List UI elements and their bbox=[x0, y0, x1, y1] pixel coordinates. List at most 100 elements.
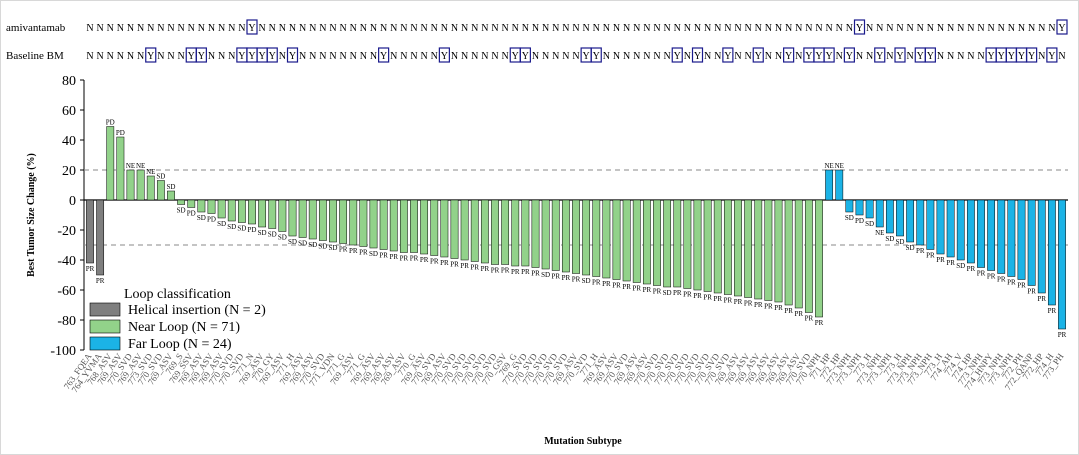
baseline-bm-flag: Y bbox=[896, 51, 903, 62]
track-label-baseline-bm: Baseline BM bbox=[6, 50, 64, 62]
bar-far bbox=[997, 199, 1006, 274]
amivantamab-flag: N bbox=[157, 23, 164, 34]
amivantamab-flag: N bbox=[593, 23, 600, 34]
baseline-bm-flag: Y bbox=[289, 51, 296, 62]
baseline-bm-flag: Y bbox=[846, 51, 853, 62]
bar-near bbox=[440, 199, 449, 258]
baseline-bm-flag: N bbox=[836, 51, 843, 62]
response-label: SD bbox=[865, 220, 874, 228]
bar-near bbox=[470, 199, 479, 262]
amivantamab-flag: N bbox=[1048, 23, 1055, 34]
response-label: SD bbox=[227, 223, 236, 231]
amivantamab-flag: N bbox=[329, 23, 336, 34]
response-label: PR bbox=[379, 252, 388, 260]
amivantamab-flag: N bbox=[653, 23, 660, 34]
bar-helical bbox=[86, 199, 94, 264]
response-label: SD bbox=[906, 244, 915, 252]
baseline-bm-flag-box bbox=[378, 47, 390, 63]
response-label: PR bbox=[936, 256, 945, 264]
legend-swatch-far bbox=[89, 336, 121, 351]
amivantamab-flag: N bbox=[694, 23, 701, 34]
bar-near bbox=[572, 199, 580, 274]
baseline-bm-flag-box bbox=[691, 47, 704, 63]
response-label: PR bbox=[551, 273, 560, 281]
y-tick-label: 40 bbox=[62, 134, 76, 149]
response-label: PR bbox=[622, 283, 631, 291]
response-label: PR bbox=[460, 262, 469, 270]
response-label: SD bbox=[237, 225, 246, 233]
baseline-bm-flag: N bbox=[218, 51, 225, 62]
amivantamab-flag: N bbox=[896, 23, 903, 34]
bar-near bbox=[318, 199, 327, 241]
response-label: PR bbox=[501, 267, 510, 275]
baseline-bm-flag: N bbox=[957, 51, 964, 62]
response-label: PR bbox=[389, 253, 398, 261]
bar-near bbox=[683, 199, 692, 289]
bar-far bbox=[855, 199, 864, 216]
response-label: PD bbox=[116, 129, 125, 137]
amivantamab-flag: N bbox=[836, 23, 843, 34]
response-label: PR bbox=[926, 252, 935, 260]
bar-near bbox=[703, 199, 712, 292]
baseline-bm-flag: Y bbox=[512, 51, 519, 62]
baseline-bm-flag: Y bbox=[755, 51, 762, 62]
baseline-bm-flag: N bbox=[704, 51, 711, 62]
amivantamab-flag-box bbox=[246, 19, 258, 35]
bar-near bbox=[420, 199, 429, 255]
response-label: NE bbox=[126, 162, 135, 170]
response-label: PR bbox=[987, 273, 996, 281]
amivantamab-flag: N bbox=[512, 23, 519, 34]
amivantamab-flag: N bbox=[350, 23, 357, 34]
amivantamab-flag: N bbox=[228, 23, 235, 34]
y-tick-label: 0 bbox=[69, 194, 76, 209]
response-label: PR bbox=[967, 265, 976, 273]
response-label: PR bbox=[703, 294, 712, 302]
bar-near bbox=[136, 169, 145, 201]
response-label: SD bbox=[268, 231, 277, 239]
amivantamab-flag: N bbox=[117, 23, 124, 34]
bar-far bbox=[936, 199, 945, 255]
y-tick-label: -20 bbox=[57, 224, 76, 239]
y-tick-label: -100 bbox=[50, 344, 76, 359]
bar-near bbox=[258, 199, 267, 228]
baseline-bm-flag: N bbox=[350, 51, 357, 62]
amivantamab-flag: N bbox=[208, 23, 215, 34]
baseline-bm-flag: Y bbox=[805, 51, 812, 62]
baseline-bm-flag: N bbox=[137, 51, 144, 62]
response-label: PR bbox=[774, 304, 783, 312]
amivantamab-flag: Y bbox=[856, 23, 863, 34]
bar-near bbox=[268, 199, 277, 229]
response-label: PR bbox=[1027, 288, 1036, 296]
bar-far bbox=[896, 199, 904, 237]
baseline-bm-flag: N bbox=[734, 51, 741, 62]
legend-label-far: Far Loop (N = 24) bbox=[128, 337, 232, 352]
amivantamab-flag: N bbox=[927, 23, 934, 34]
baseline-bm-flag: N bbox=[907, 51, 914, 62]
amivantamab-flag: N bbox=[724, 23, 731, 34]
baseline-bm-flag: N bbox=[319, 51, 326, 62]
legend-swatch-near bbox=[89, 319, 121, 334]
response-label: PR bbox=[349, 247, 358, 255]
amivantamab-flag: N bbox=[1038, 23, 1045, 34]
response-label: PR bbox=[744, 300, 753, 308]
amivantamab-flag: N bbox=[127, 23, 134, 34]
baseline-bm-flag: N bbox=[421, 51, 428, 62]
bar-far bbox=[956, 199, 965, 261]
amivantamab-flag: N bbox=[299, 23, 306, 34]
baseline-bm-flag: Y bbox=[998, 51, 1005, 62]
response-label: NE bbox=[824, 162, 833, 170]
amivantamab-flag: N bbox=[745, 23, 752, 34]
amivantamab-flag: N bbox=[623, 23, 630, 34]
bar-near bbox=[764, 199, 773, 301]
x-axis-title: Mutation Subtype bbox=[544, 436, 622, 447]
bar-far bbox=[875, 199, 884, 228]
bar-near bbox=[207, 199, 216, 214]
baseline-bm-flag: N bbox=[157, 51, 164, 62]
baseline-bm-flag: Y bbox=[259, 51, 266, 62]
response-label: PR bbox=[612, 282, 621, 290]
baseline-bm-flag: N bbox=[471, 51, 478, 62]
bar-far bbox=[885, 199, 894, 234]
baseline-bm-flag: N bbox=[400, 51, 407, 62]
response-label: PR bbox=[339, 246, 348, 254]
